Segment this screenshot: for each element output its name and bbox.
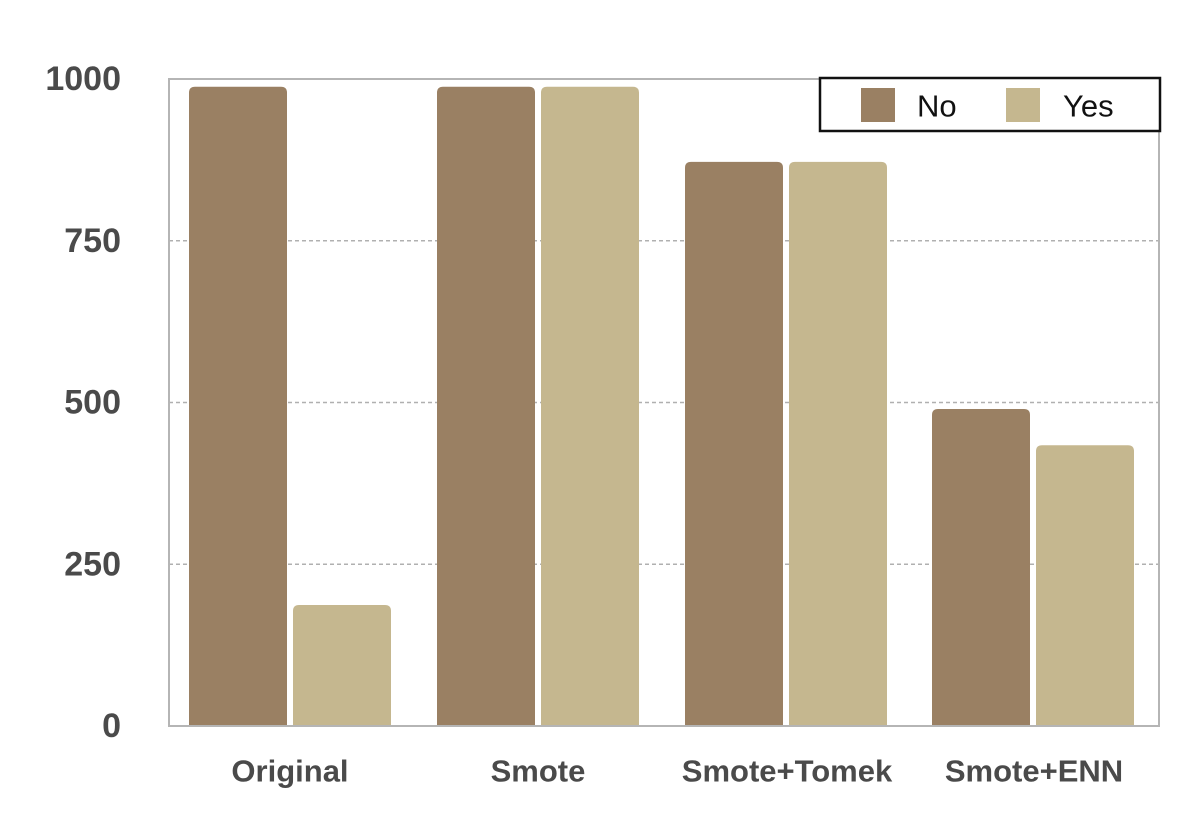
plot-area-frame <box>168 78 1160 727</box>
bar-smote-no <box>437 86 535 727</box>
legend-swatch-no <box>861 88 895 122</box>
bar-smote-enn-yes <box>1036 445 1134 726</box>
x-category-label: Smote+ENN <box>945 754 1123 789</box>
bars <box>189 86 1134 727</box>
y-axis-tick-labels: 0 250 500 750 1000 <box>45 60 121 745</box>
y-tick-label: 1000 <box>45 60 121 98</box>
x-axis-category-labels: Original Smote Smote+Tomek Smote+ENN <box>231 754 1123 789</box>
legend-swatch-yes <box>1006 88 1040 122</box>
x-category-label: Original <box>231 754 348 789</box>
bar-original-yes <box>293 605 391 726</box>
bar-smote-yes <box>541 86 639 727</box>
legend: No Yes <box>818 76 1162 133</box>
y-tick-label: 750 <box>64 222 121 260</box>
bar-smote-enn-no <box>932 408 1030 726</box>
legend-label-no: No <box>917 89 957 124</box>
grid-lines <box>169 240 1159 565</box>
bar-original-no <box>189 86 287 727</box>
x-category-label: Smote+Tomek <box>682 754 893 789</box>
y-tick-label: 500 <box>64 384 121 422</box>
y-tick-label: 250 <box>64 545 121 583</box>
y-tick-label: 0 <box>102 707 121 745</box>
bar-smote-tomek-no <box>685 161 783 727</box>
x-category-label: Smote <box>491 754 586 789</box>
legend-box <box>818 76 1162 133</box>
legend-label-yes: Yes <box>1063 89 1114 124</box>
bar-smote-tomek-yes <box>789 161 887 727</box>
